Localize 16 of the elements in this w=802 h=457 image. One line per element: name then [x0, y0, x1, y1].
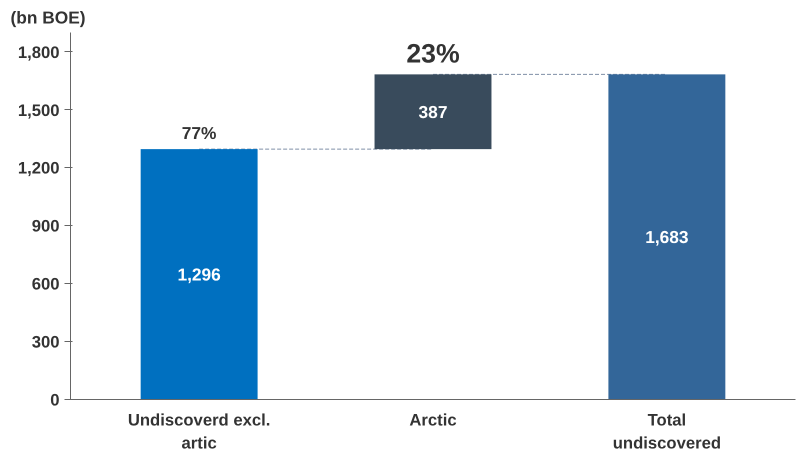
y-tick-label: 900: [32, 216, 60, 236]
annotation: 23%: [406, 38, 460, 68]
annotation: 77%: [182, 123, 216, 144]
data-label: 1,296: [177, 264, 222, 284]
x-tick-label: Arctic: [409, 410, 457, 430]
y-tick-label: 600: [32, 274, 60, 294]
y-tick-label: 1,800: [18, 42, 60, 62]
x-tick-label: Total undiscovered: [612, 410, 722, 452]
y-tick-label: 1,200: [18, 158, 60, 178]
x-tick-label: Undiscoverd excl. artic: [128, 410, 270, 452]
y-tick-label: 300: [32, 332, 60, 352]
y-axis-title: (bn BOE): [10, 8, 86, 28]
y-tick-label: 1,500: [18, 100, 60, 120]
y-tick-label: 0: [50, 390, 60, 410]
data-label: 387: [418, 102, 448, 122]
data-label: 1,683: [645, 226, 689, 247]
